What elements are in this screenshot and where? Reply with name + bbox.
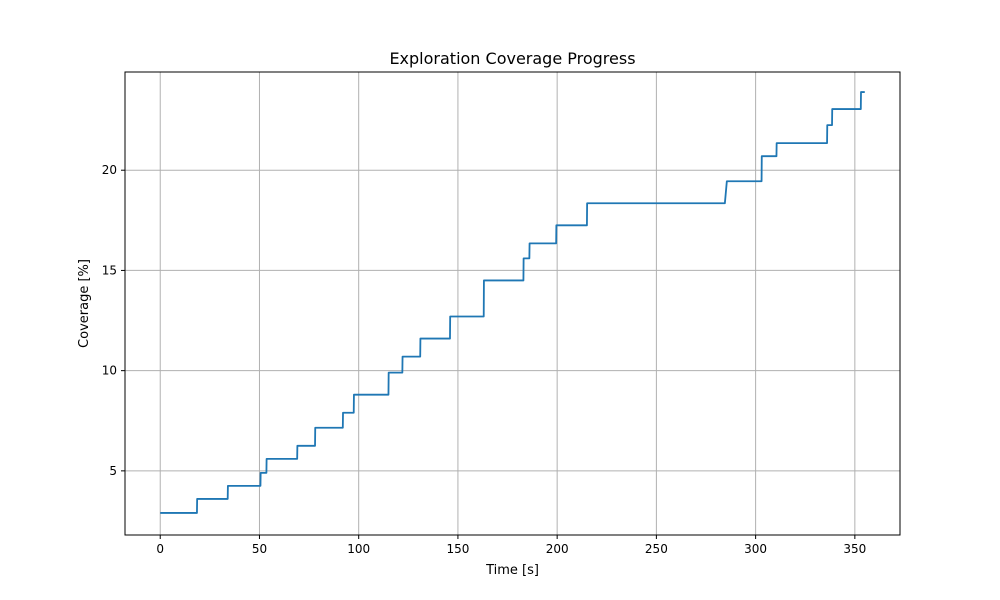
x-tick-label: 100	[347, 542, 370, 556]
coverage-series-line	[160, 91, 865, 514]
x-tick-label: 250	[645, 542, 668, 556]
x-tick-label: 150	[446, 542, 469, 556]
y-axis-label: Coverage [%]	[77, 259, 92, 348]
grid	[125, 72, 900, 535]
chart-title: Exploration Coverage Progress	[389, 49, 635, 68]
y-tick-label: 20	[102, 163, 117, 177]
ticks: 0 50 100 150 200 250 300 350 5 10 15 20	[102, 163, 867, 556]
y-tick-label: 10	[102, 364, 117, 378]
series-layer	[160, 91, 865, 514]
x-tick-label: 50	[252, 542, 267, 556]
y-tick-label: 15	[102, 263, 117, 277]
x-tick-label: 350	[843, 542, 866, 556]
x-tick-label: 300	[744, 542, 767, 556]
x-tick-label: 0	[156, 542, 164, 556]
x-axis-label: Time [s]	[485, 563, 539, 578]
x-tick-label: 200	[546, 542, 569, 556]
plot-frame	[124, 71, 901, 536]
y-tick-label: 5	[109, 464, 117, 478]
